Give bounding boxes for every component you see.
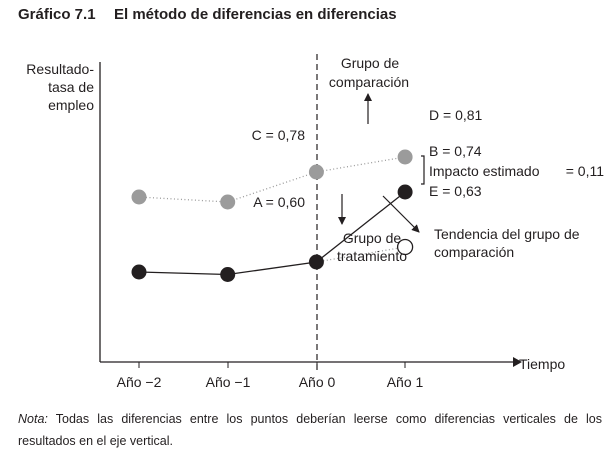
treatment-point: [220, 267, 236, 282]
treatment-point: [308, 254, 324, 270]
x-axis-arrow: [513, 357, 522, 367]
x-tick-label: Año −1: [206, 374, 251, 390]
comparison-point: [397, 149, 413, 165]
y-axis-label-line-2: tasa de: [48, 79, 94, 95]
point-label-d: D = 0,81: [429, 107, 483, 123]
trend-arrow: [382, 195, 420, 233]
comparison-point: [220, 194, 236, 210]
trend-label-line-2: comparación: [434, 244, 514, 260]
point-label-b: B = 0,74: [429, 143, 482, 159]
point-label-a: A = 0,60: [253, 194, 305, 210]
comparison-group-label-line-2: comparación: [329, 74, 409, 90]
chart-number: Gráfico 7.1: [18, 6, 96, 23]
treatment-series-line: [138, 191, 406, 276]
impact-bracket: [421, 155, 425, 185]
comparison-group-label-line-1: Grupo de: [341, 55, 400, 71]
treatment-point: [397, 184, 413, 200]
x-axis-label: Tiempo: [519, 356, 565, 372]
y-axis-label-line-3: empleo: [48, 97, 94, 113]
point-label-c: C = 0,78: [252, 127, 306, 143]
point-e-marker: [396, 238, 414, 256]
series-markers: [131, 149, 414, 282]
y-axis-label-line-1: Resultado-: [26, 61, 94, 77]
chart-title-text: El método de diferencias en diferencias: [114, 6, 397, 23]
comparison-point: [308, 164, 324, 180]
treatment-group-label-line-1: Grupo de: [343, 230, 402, 246]
point-label-e: E = 0,63: [429, 183, 482, 199]
treatment-group-label-line-2: tratamiento: [337, 248, 407, 264]
impact-value: = 0,11: [566, 163, 604, 179]
comparison-trend-line: [316, 246, 406, 263]
footnote: Nota: Todas las diferencias entre los pu…: [18, 408, 602, 452]
treatment-point: [131, 264, 147, 280]
footnote-label: Nota:: [18, 412, 48, 426]
impact-label: Impacto estimado: [429, 163, 540, 179]
comparison-point: [131, 189, 147, 205]
x-tick-label: Año 0: [299, 374, 336, 390]
footnote-text: Todas las diferencias entre los puntos d…: [18, 412, 602, 448]
chart-title: Gráfico 7.1 El método de diferencias en d…: [18, 6, 397, 23]
trend-label-line-1: Tendencia del grupo de: [434, 226, 580, 242]
x-tick-label: Año −2: [117, 374, 162, 390]
x-tick-label: Año 1: [387, 374, 424, 390]
